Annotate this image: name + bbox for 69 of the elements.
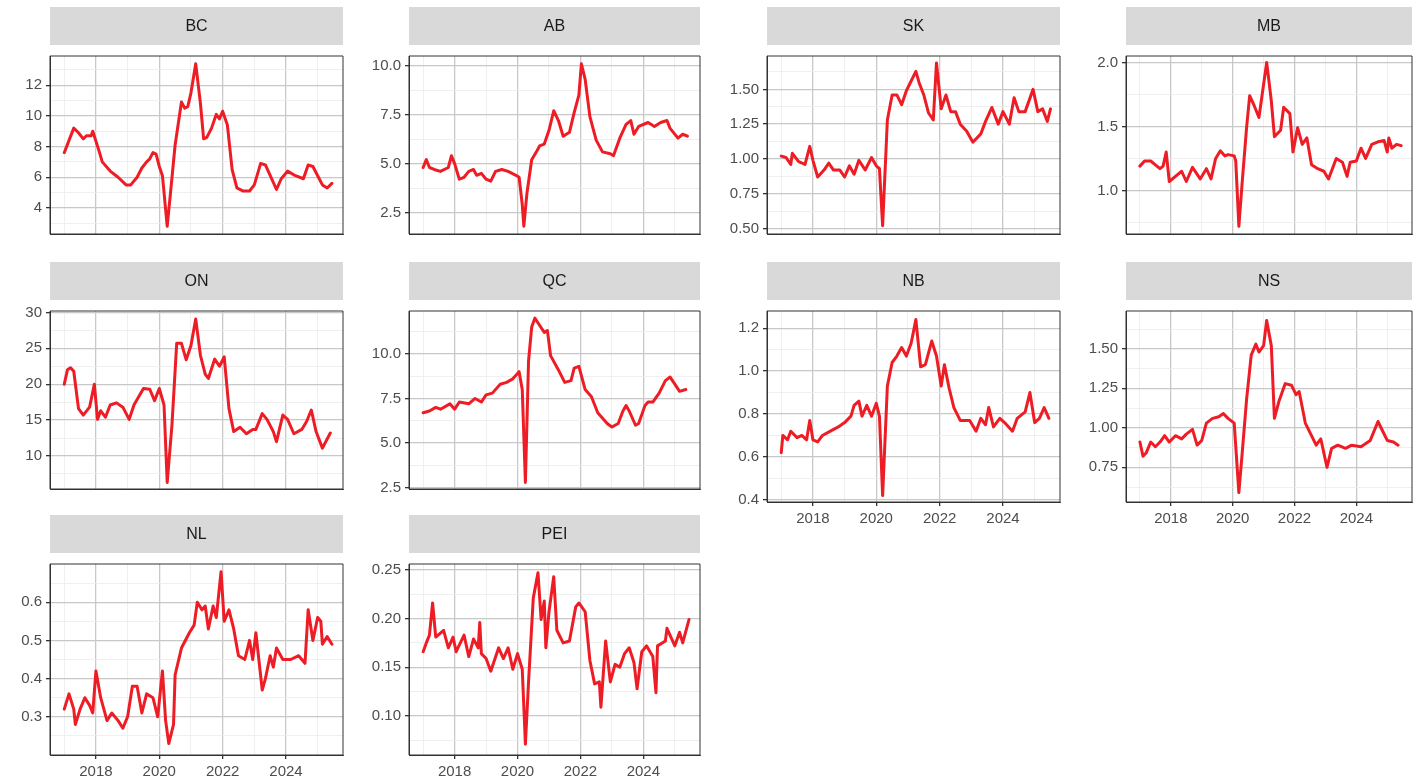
y-tick-label: 7.5	[380, 104, 401, 122]
y-tick-label: 10	[25, 446, 42, 464]
y-tick-label: 7.5	[380, 388, 401, 406]
x-tick-label: 2022	[563, 762, 598, 780]
y-tick-label: 10.0	[371, 55, 401, 73]
y-tick-label: 25	[25, 338, 42, 356]
x-tick-label: 2018	[1154, 509, 1188, 527]
y-tick-label: 0.10	[371, 706, 401, 724]
y-tick-label: 0.8	[738, 404, 759, 422]
y-tick-label: 0.25	[371, 559, 401, 577]
chart-title: AB	[409, 7, 700, 45]
x-tick-label: 2020	[859, 509, 893, 527]
chart-title: SK	[767, 7, 1060, 45]
y-tick-label: 0.75	[729, 183, 759, 201]
chart-title: BC	[50, 7, 343, 45]
y-tick-label: 10.0	[371, 343, 401, 361]
y-tick-label: 20	[25, 374, 42, 392]
y-tick-label: 1.0	[738, 361, 759, 379]
y-tick-label: 0.4	[738, 489, 759, 507]
y-tick-label: 12	[25, 75, 42, 93]
x-tick-label: 2020	[142, 762, 176, 780]
y-tick-label: 2.5	[380, 202, 401, 220]
y-tick-label: 1.25	[729, 114, 759, 132]
x-tick-label: 2024	[986, 509, 1020, 527]
y-tick-label: 0.75	[1088, 457, 1118, 475]
y-tick-label: 4	[33, 198, 42, 216]
chart-title: NS	[1126, 262, 1412, 300]
y-tick-label: 1.5	[1097, 116, 1118, 134]
chart-title: NB	[767, 262, 1060, 300]
y-tick-label: 0.6	[738, 447, 759, 465]
y-tick-label: 30	[25, 302, 42, 320]
x-tick-label: 2022	[922, 509, 957, 527]
x-tick-label: 2022	[1277, 509, 1312, 527]
x-tick-label: 2024	[626, 762, 661, 780]
x-tick-label: 2024	[269, 762, 303, 780]
y-tick-label: 1.25	[1088, 378, 1118, 396]
y-tick-label: 1.50	[1088, 339, 1118, 357]
y-tick-label: 2.0	[1097, 52, 1118, 70]
x-tick-label: 2020	[500, 762, 535, 780]
y-tick-label: 1.50	[729, 79, 759, 97]
x-tick-label: 2018	[79, 762, 113, 780]
y-tick-label: 0.5	[21, 630, 42, 648]
x-tick-label: 2024	[1339, 509, 1374, 527]
x-tick-label: 2018	[796, 509, 830, 527]
chart-title: ON	[50, 262, 343, 300]
y-tick-label: 1.2	[738, 318, 759, 336]
y-tick-label: 5.0	[380, 153, 401, 171]
y-tick-label: 10	[25, 105, 42, 123]
y-tick-label: 0.3	[21, 706, 42, 724]
chart-title: NL	[50, 515, 343, 553]
y-tick-label: 0.50	[729, 218, 759, 236]
y-tick-label: 0.6	[21, 592, 42, 610]
chart-title: MB	[1126, 7, 1412, 45]
y-tick-label: 6	[33, 167, 42, 185]
y-tick-label: 0.15	[371, 657, 401, 675]
y-tick-label: 1.00	[1088, 417, 1118, 435]
y-tick-label: 1.00	[729, 149, 759, 167]
y-tick-label: 15	[25, 410, 42, 428]
y-tick-label: 5.0	[380, 433, 401, 451]
y-tick-label: 2.5	[380, 477, 401, 495]
x-tick-label: 2020	[1215, 509, 1250, 527]
chart-title: PEI	[409, 515, 700, 553]
y-tick-label: 0.20	[371, 608, 401, 626]
y-tick-label: 1.0	[1097, 180, 1118, 198]
y-tick-label: 0.4	[21, 668, 42, 686]
x-tick-label: 2018	[437, 762, 472, 780]
chart-title: QC	[409, 262, 700, 300]
x-tick-label: 2022	[205, 762, 240, 780]
y-tick-label: 8	[33, 136, 42, 154]
